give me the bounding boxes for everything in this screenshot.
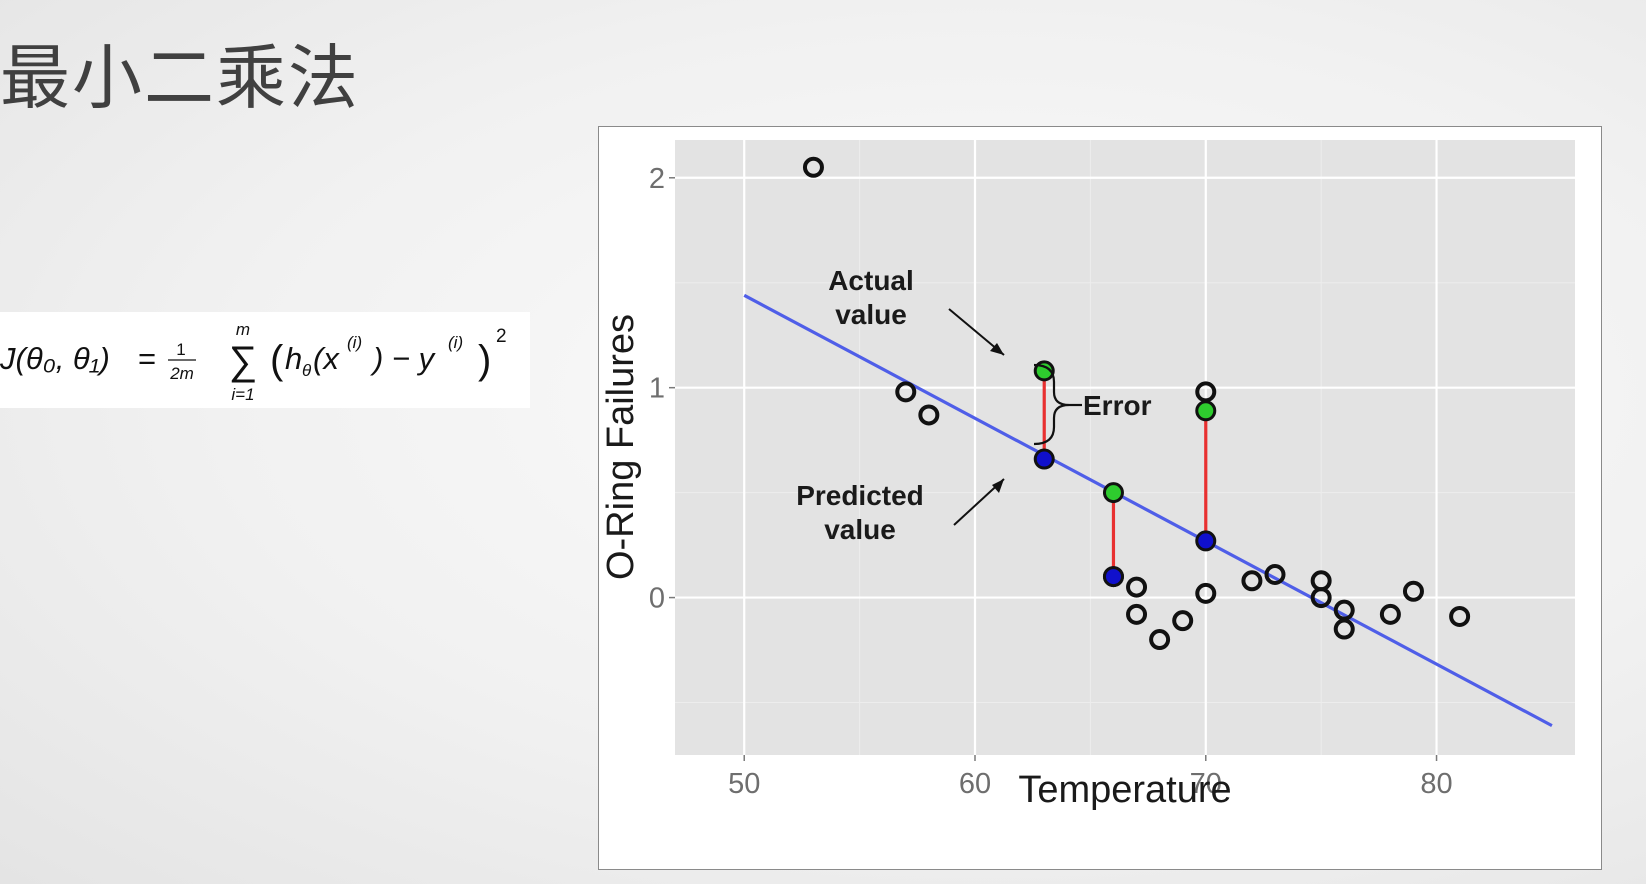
data-point: [895, 381, 917, 403]
x-tick-label: 80: [1420, 768, 1452, 800]
y-tick-label: 0: [649, 583, 665, 615]
data-point: [1126, 603, 1148, 625]
y-tick-label: 2: [649, 163, 665, 195]
data-point: [1379, 603, 1401, 625]
formula-svg: J(θ₀, θ₁) = 1 2m m ∑ i=1 ( h θ (x (i) ) …: [0, 320, 507, 404]
slide-title: 最小二乘法: [0, 37, 360, 119]
y-axis-label: O-Ring Failures: [600, 314, 642, 580]
annotation-actual-line1: Actual: [828, 265, 914, 296]
formula-h: h: [285, 341, 302, 376]
x-tick-label: 60: [959, 768, 991, 800]
annotation-actual-arrowhead: [990, 343, 1004, 355]
data-point: [1310, 587, 1332, 609]
formula-close-paren: ): [478, 338, 491, 382]
data-point: [1172, 610, 1194, 632]
predicted-point: [1102, 566, 1124, 588]
data-point: [1241, 570, 1263, 592]
formula-h-sub: θ: [302, 361, 312, 380]
fit-layer: [743, 293, 1553, 728]
regression-line: [743, 293, 1553, 728]
data-point: [1126, 576, 1148, 598]
data-point: [1449, 605, 1471, 627]
annotation-predicted-line2: value: [824, 514, 896, 545]
actual-point: [1195, 400, 1217, 422]
data-point: [1333, 618, 1355, 640]
formula-sum-upper: m: [236, 320, 250, 339]
data-point: [1149, 629, 1171, 651]
formula-lhs: J(θ₀, θ₁): [0, 341, 110, 376]
x-axis-label: Temperature: [1018, 769, 1231, 811]
formula-power: 2: [496, 326, 507, 347]
formula-x-sup: (i): [347, 333, 362, 352]
tick-layer: 50 60 70 80 0 1 2: [649, 163, 1453, 800]
annotation-predicted-line1: Predicted: [796, 480, 924, 511]
error-layer: [1042, 370, 1208, 577]
predicted-point: [1033, 448, 1055, 470]
formula-frac-num: 1: [176, 340, 185, 359]
formula-frac-den: 2m: [169, 364, 194, 383]
grid-layer: [675, 140, 1575, 755]
cost-function-formula: J(θ₀, θ₁) = 1 2m m ∑ i=1 ( h θ (x (i) ) …: [0, 312, 530, 408]
actual-point: [1102, 482, 1124, 504]
x-tick-label: 50: [728, 768, 760, 800]
data-point: [1402, 580, 1424, 602]
data-point: [1195, 582, 1217, 604]
scatter-chart: 50 60 70 80 0 1 2 Actual value Predicted value…: [600, 140, 1575, 811]
data-point: [1264, 563, 1286, 585]
annotation-layer: Actual value Predicted value Error: [796, 265, 1151, 545]
data-point: [802, 156, 824, 178]
annotation-predicted-arrowhead: [992, 479, 1004, 493]
formula-y-sup: (i): [448, 333, 463, 352]
formula-x: (x: [313, 341, 340, 376]
chart-frame: 50 60 70 80 0 1 2 Actual value Predicted value…: [598, 126, 1602, 870]
data-point: [918, 404, 940, 426]
predicted-point: [1195, 530, 1217, 552]
annotation-error: Error: [1083, 390, 1152, 421]
annotation-actual-line2: value: [835, 299, 907, 330]
y-tick-label: 1: [649, 373, 665, 405]
formula-sum-lower: i=1: [231, 385, 254, 404]
formula-sum-symbol: ∑: [229, 339, 258, 383]
plot-background: [675, 140, 1575, 755]
formula-minus-y: ) − y: [369, 341, 437, 376]
formula-open-paren: (: [270, 338, 284, 382]
x-tick-label: 70: [1190, 768, 1222, 800]
formula-equals: =: [138, 341, 156, 376]
